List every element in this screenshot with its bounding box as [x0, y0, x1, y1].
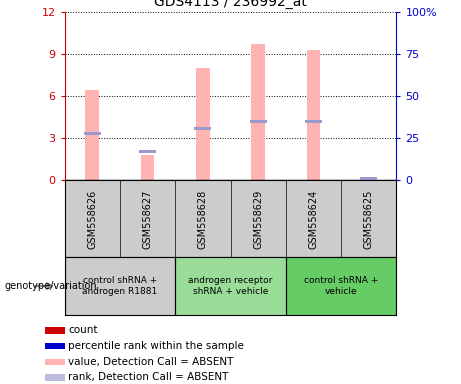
Bar [65, 257, 175, 315]
Bar [85, 90, 99, 180]
Text: GSM558626: GSM558626 [87, 189, 97, 248]
Text: count: count [68, 326, 98, 336]
Text: GSM558627: GSM558627 [142, 189, 153, 248]
FancyBboxPatch shape [45, 343, 65, 349]
Bar [141, 155, 154, 180]
Bar [194, 127, 212, 129]
Bar [249, 120, 267, 123]
Bar [286, 257, 396, 315]
Bar [139, 151, 156, 153]
Text: rank, Detection Call = ABSENT: rank, Detection Call = ABSENT [68, 372, 229, 382]
Text: genotype/variation: genotype/variation [5, 281, 97, 291]
Text: GSM558629: GSM558629 [253, 189, 263, 248]
Bar [305, 120, 322, 123]
Bar [251, 44, 265, 180]
Text: GSM558624: GSM558624 [308, 189, 319, 248]
Bar [175, 257, 286, 315]
Text: GSM558625: GSM558625 [364, 189, 374, 248]
Bar [362, 179, 376, 180]
Bar [83, 132, 101, 134]
Text: control shRNA +
androgen R1881: control shRNA + androgen R1881 [82, 276, 158, 296]
Text: androgen receptor
shRNA + vehicle: androgen receptor shRNA + vehicle [188, 276, 273, 296]
Bar [360, 177, 378, 180]
Text: value, Detection Call = ABSENT: value, Detection Call = ABSENT [68, 357, 233, 367]
Text: percentile rank within the sample: percentile rank within the sample [68, 341, 244, 351]
FancyBboxPatch shape [45, 327, 65, 334]
FancyBboxPatch shape [45, 374, 65, 381]
Text: control shRNA +
vehicle: control shRNA + vehicle [304, 276, 378, 296]
Bar [307, 50, 320, 180]
FancyBboxPatch shape [45, 359, 65, 365]
Bar [196, 68, 210, 180]
Text: GSM558628: GSM558628 [198, 189, 208, 248]
Title: GDS4113 / 236992_at: GDS4113 / 236992_at [154, 0, 307, 9]
